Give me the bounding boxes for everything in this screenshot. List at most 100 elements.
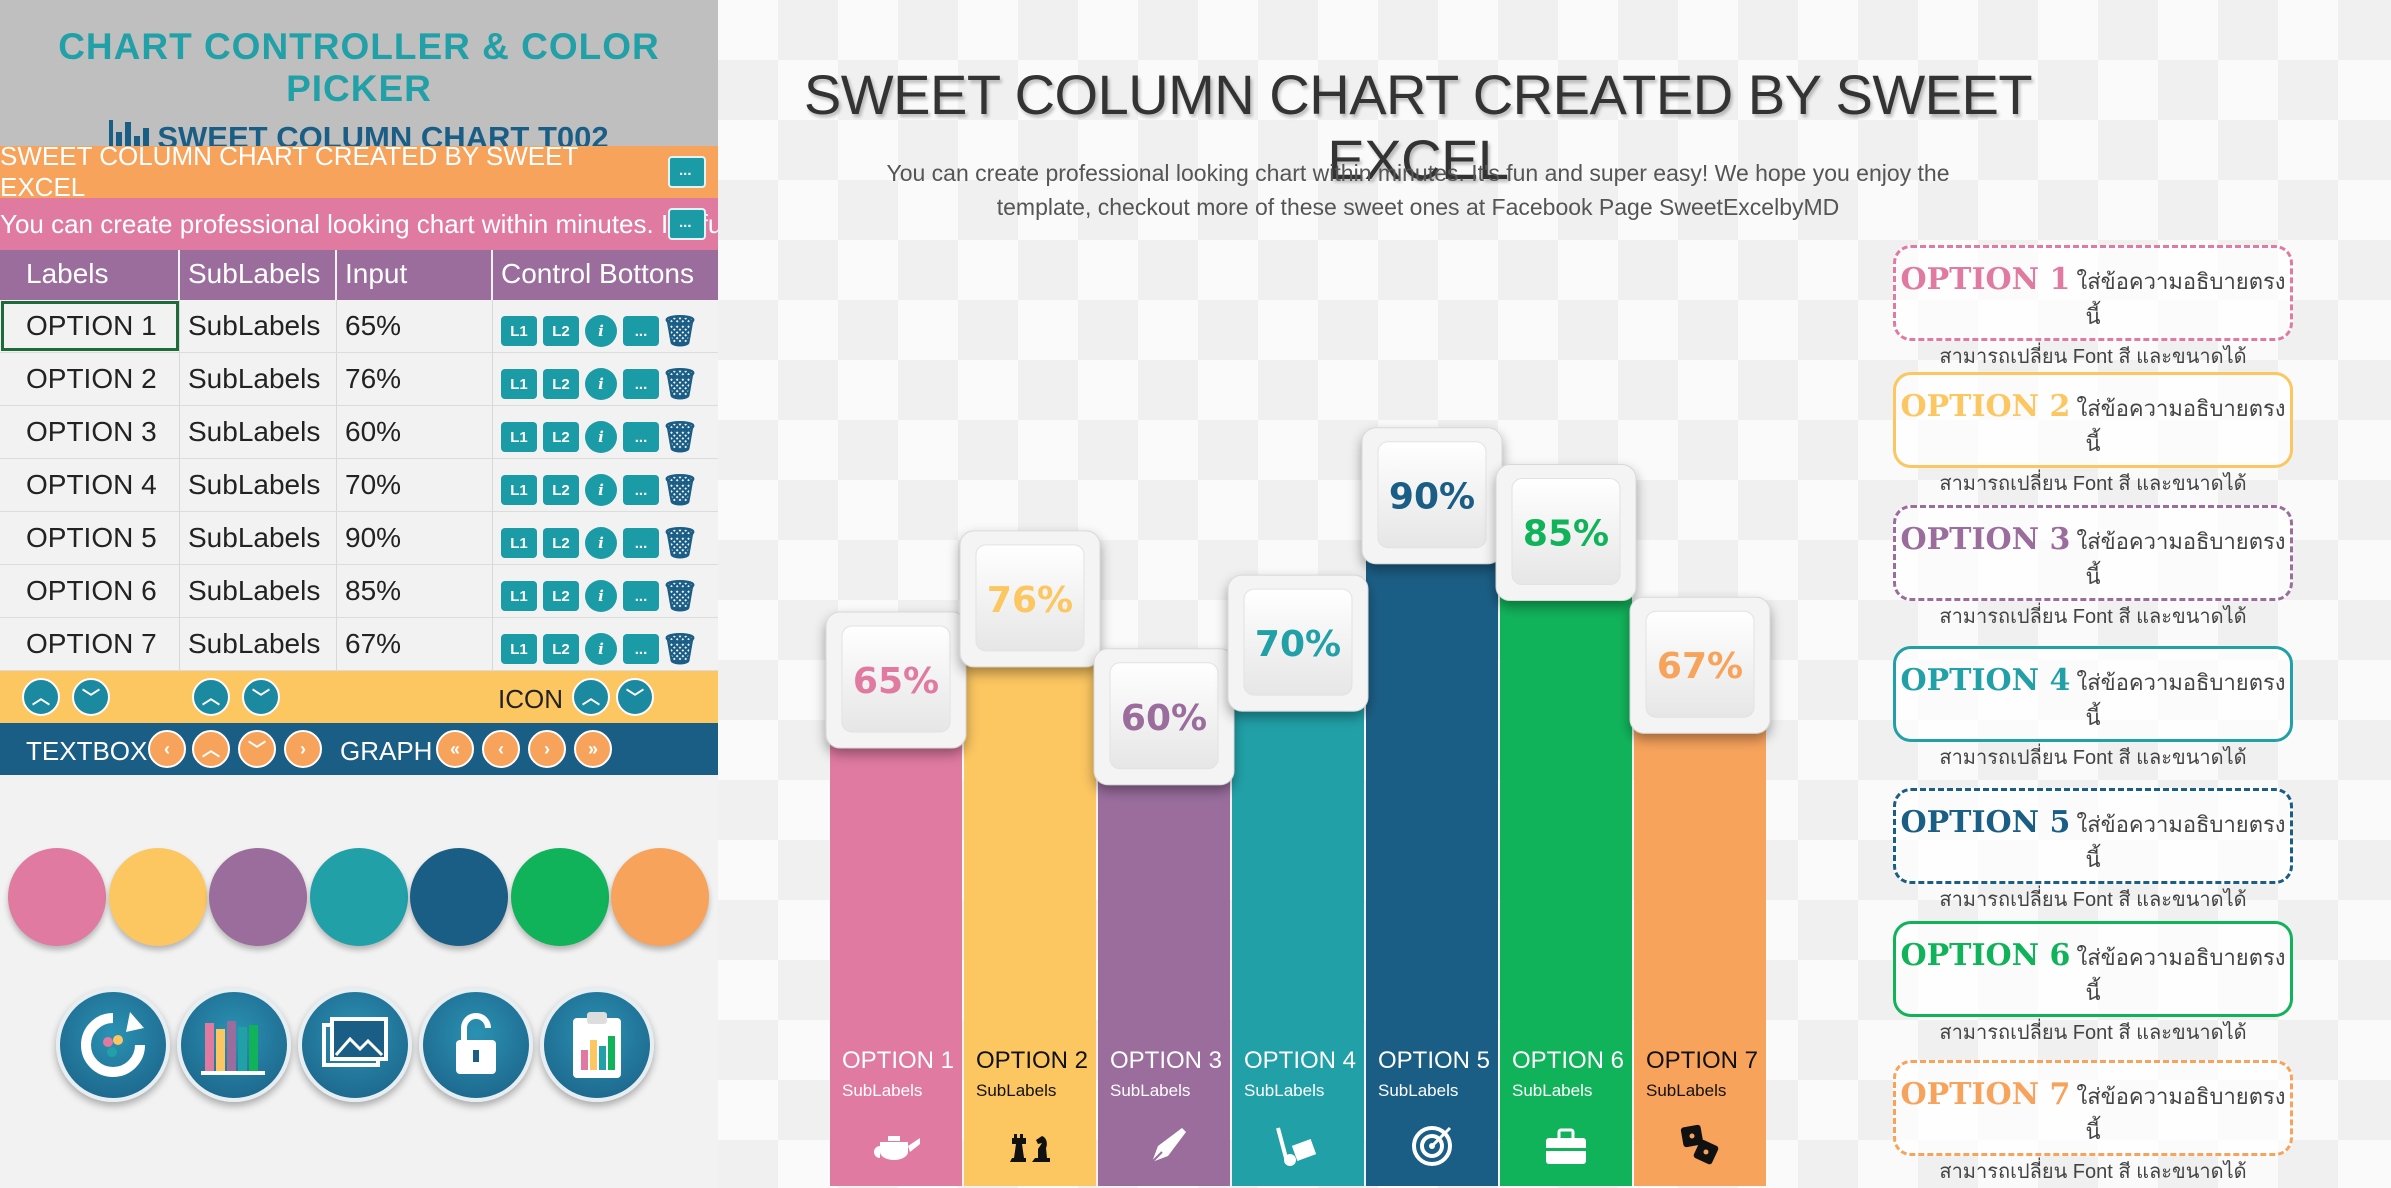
label1-toggle-icon[interactable]: L1 — [501, 369, 537, 399]
info-icon[interactable]: i — [585, 580, 617, 612]
option-callout[interactable]: OPTION 5 ใส่ข้อความอธิบายตรงนี้ สามารถเป… — [1893, 788, 2293, 911]
edit-title-comment-icon[interactable] — [668, 156, 706, 188]
comment-icon[interactable]: ... — [623, 634, 659, 664]
graph-prev-button[interactable]: ‹ — [482, 730, 520, 768]
edit-description-comment-icon[interactable] — [668, 208, 706, 240]
trash-icon[interactable]: 🗑 — [660, 420, 700, 454]
comment-icon[interactable]: ... — [623, 422, 659, 452]
sublabel-cell[interactable]: SubLabels — [180, 353, 337, 405]
label1-toggle-icon[interactable]: L1 — [501, 422, 537, 452]
comment-icon[interactable]: ... — [623, 316, 659, 346]
option-callout[interactable]: OPTION 2 ใส่ข้อความอธิบายตรงนี้ สามารถเป… — [1893, 372, 2293, 495]
textbox-left-button[interactable]: ‹ — [148, 730, 186, 768]
label1-toggle-icon[interactable]: L1 — [501, 475, 537, 505]
sublabel-cell[interactable]: SubLabels — [180, 618, 337, 670]
info-icon[interactable]: i — [585, 368, 617, 400]
info-icon[interactable]: i — [585, 474, 617, 506]
textbox-up-button[interactable]: ︿ — [192, 730, 230, 768]
label-cell[interactable]: OPTION 5 — [0, 512, 180, 564]
column-bar[interactable] — [964, 600, 1096, 1186]
sublabel-cell[interactable]: SubLabels — [180, 512, 337, 564]
sublabel-cell[interactable]: SubLabels — [180, 565, 337, 617]
trash-icon[interactable]: 🗑 — [660, 367, 700, 401]
graph-last-button[interactable]: » — [574, 730, 612, 768]
label-cell[interactable]: OPTION 3 — [0, 406, 180, 458]
color-swatch[interactable] — [8, 848, 106, 946]
books-chart-icon[interactable] — [177, 988, 291, 1102]
sublabel-cell[interactable]: SubLabels — [180, 300, 337, 352]
graph-first-button[interactable]: « — [436, 730, 474, 768]
column-bar[interactable] — [1500, 534, 1632, 1186]
label2-toggle-icon[interactable]: L2 — [543, 581, 579, 611]
label-cell[interactable]: OPTION 7 — [0, 618, 180, 670]
info-icon[interactable]: i — [585, 421, 617, 453]
trash-icon[interactable]: 🗑 — [660, 632, 700, 666]
refresh-palette-icon[interactable] — [56, 988, 170, 1102]
trash-icon[interactable]: 🗑 — [660, 579, 700, 613]
icon-up-button[interactable]: ︿ — [572, 678, 610, 716]
input-cell[interactable]: 85% — [337, 565, 493, 617]
graph-next-button[interactable]: › — [528, 730, 566, 768]
label2-toggle-icon[interactable]: L2 — [543, 528, 579, 558]
label-cell[interactable]: OPTION 2 — [0, 353, 180, 405]
option-callout[interactable]: OPTION 3 ใส่ข้อความอธิบายตรงนี้ สามารถเป… — [1893, 505, 2293, 628]
color-swatch[interactable] — [510, 848, 609, 946]
trash-icon[interactable]: 🗑 — [660, 314, 700, 348]
color-swatch[interactable] — [108, 848, 207, 946]
input-cell[interactable]: 70% — [337, 459, 493, 511]
column-bar[interactable] — [1232, 645, 1364, 1186]
option-callout[interactable]: OPTION 1 ใส่ข้อความอธิบายตรงนี้ สามารถเป… — [1893, 245, 2293, 368]
column-bar[interactable] — [830, 681, 962, 1186]
picture-icon[interactable] — [298, 988, 412, 1102]
trash-icon[interactable]: 🗑 — [660, 526, 700, 560]
comment-icon[interactable]: ... — [623, 581, 659, 611]
label2-toggle-icon[interactable]: L2 — [543, 475, 579, 505]
label1-toggle-icon[interactable]: L1 — [501, 316, 537, 346]
comment-icon[interactable]: ... — [623, 528, 659, 558]
trash-icon[interactable]: 🗑 — [660, 473, 700, 507]
label-cell[interactable]: OPTION 6 — [0, 565, 180, 617]
clipboard-chart-icon[interactable] — [540, 988, 654, 1102]
input-cell[interactable]: 90% — [337, 512, 493, 564]
textbox-right-button[interactable]: › — [284, 730, 322, 768]
sublabel-down-button[interactable]: ﹀ — [242, 678, 280, 716]
info-icon[interactable]: i — [585, 633, 617, 665]
column-bar[interactable] — [1634, 667, 1766, 1186]
input-cell[interactable]: 76% — [337, 353, 493, 405]
unlock-icon[interactable] — [419, 988, 533, 1102]
label1-toggle-icon[interactable]: L1 — [501, 634, 537, 664]
label-cell[interactable]: OPTION 4 — [0, 459, 180, 511]
label1-toggle-icon[interactable]: L1 — [501, 581, 537, 611]
option-callout[interactable]: OPTION 6 ใส่ข้อความอธิบายตรงนี้ สามารถเป… — [1893, 921, 2293, 1044]
chart-title-textbox[interactable]: SWEET COLUMN CHART CREATED BY SWEET EXCE… — [0, 146, 718, 198]
sublabel-cell[interactable]: SubLabels — [180, 459, 337, 511]
option-callout[interactable]: OPTION 4 ใส่ข้อความอธิบายตรงนี้ สามารถเป… — [1893, 646, 2293, 769]
icon-down-button[interactable]: ﹀ — [616, 678, 654, 716]
comment-icon[interactable]: ... — [623, 475, 659, 505]
comment-icon[interactable]: ... — [623, 369, 659, 399]
color-swatch[interactable] — [309, 848, 408, 946]
info-icon[interactable]: i — [585, 527, 617, 559]
info-icon[interactable]: i — [585, 315, 617, 347]
label-down-button[interactable]: ﹀ — [72, 678, 110, 716]
input-cell[interactable]: 67% — [337, 618, 493, 670]
color-swatch[interactable] — [611, 848, 709, 946]
chart-description-textbox[interactable]: You can create professional looking char… — [0, 198, 718, 250]
option-callout[interactable]: OPTION 7 ใส่ข้อความอธิบายตรงนี้ สามารถเป… — [1893, 1060, 2293, 1183]
label2-toggle-icon[interactable]: L2 — [543, 369, 579, 399]
label2-toggle-icon[interactable]: L2 — [543, 316, 579, 346]
input-cell[interactable]: 60% — [337, 406, 493, 458]
column-bar[interactable] — [1098, 718, 1230, 1186]
label1-toggle-icon[interactable]: L1 — [501, 528, 537, 558]
input-cell[interactable]: 65% — [337, 300, 493, 352]
label2-toggle-icon[interactable]: L2 — [543, 422, 579, 452]
label2-toggle-icon[interactable]: L2 — [543, 634, 579, 664]
color-swatch[interactable] — [209, 848, 307, 946]
column-bar[interactable] — [1366, 497, 1498, 1186]
label-cell[interactable]: OPTION 1 — [0, 300, 180, 352]
sublabel-up-button[interactable]: ︿ — [192, 678, 230, 716]
label-up-button[interactable]: ︿ — [22, 678, 60, 716]
sublabel-cell[interactable]: SubLabels — [180, 406, 337, 458]
color-swatch[interactable] — [410, 848, 508, 946]
textbox-down-button[interactable]: ﹀ — [238, 730, 276, 768]
